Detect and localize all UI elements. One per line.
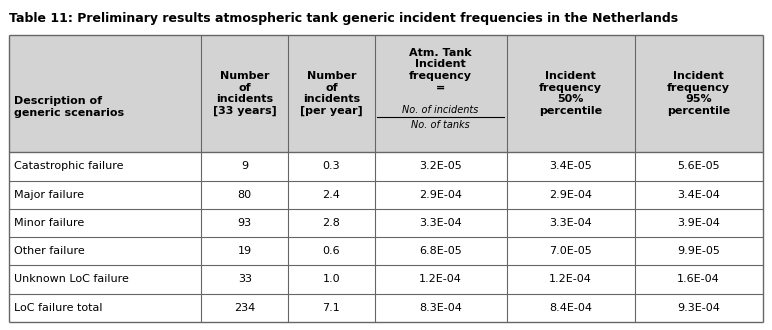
Bar — [9, 265, 763, 293]
Text: 234: 234 — [234, 303, 256, 313]
Text: 6.8E-05: 6.8E-05 — [419, 246, 462, 256]
Text: 3.2E-05: 3.2E-05 — [419, 161, 462, 172]
Bar — [9, 181, 763, 209]
Text: LoC failure total: LoC failure total — [14, 303, 103, 313]
Text: Incident
frequency
50%
percentile: Incident frequency 50% percentile — [539, 71, 602, 116]
Text: Atm. Tank
Incident
frequency
=: Atm. Tank Incident frequency = — [409, 48, 472, 92]
Text: 9.9E-05: 9.9E-05 — [677, 246, 720, 256]
Text: Incident
frequency
95%
percentile: Incident frequency 95% percentile — [667, 71, 730, 116]
Text: Other failure: Other failure — [14, 246, 85, 256]
Bar — [9, 293, 763, 322]
Text: 3.4E-05: 3.4E-05 — [549, 161, 592, 172]
Bar — [9, 35, 763, 152]
Text: 1.6E-04: 1.6E-04 — [677, 275, 720, 284]
Text: 3.3E-04: 3.3E-04 — [549, 218, 592, 228]
Text: 2.4: 2.4 — [323, 190, 340, 200]
Text: 3.3E-04: 3.3E-04 — [419, 218, 462, 228]
Bar — [9, 152, 763, 181]
Text: Major failure: Major failure — [14, 190, 84, 200]
Bar — [9, 237, 763, 265]
Bar — [9, 209, 763, 237]
Text: Description of
generic scenarios: Description of generic scenarios — [14, 96, 124, 117]
Text: Table 11: Preliminary results atmospheric tank generic incident frequencies in t: Table 11: Preliminary results atmospheri… — [9, 12, 679, 24]
Text: 5.6E-05: 5.6E-05 — [677, 161, 720, 172]
Text: 8.4E-04: 8.4E-04 — [549, 303, 592, 313]
Text: 3.9E-04: 3.9E-04 — [677, 218, 720, 228]
Text: 19: 19 — [238, 246, 252, 256]
Text: 8.3E-04: 8.3E-04 — [419, 303, 462, 313]
Text: 9: 9 — [241, 161, 249, 172]
Text: 80: 80 — [238, 190, 252, 200]
Text: 0.6: 0.6 — [323, 246, 340, 256]
Text: 93: 93 — [238, 218, 252, 228]
Text: Minor failure: Minor failure — [14, 218, 84, 228]
Text: 1.2E-04: 1.2E-04 — [549, 275, 592, 284]
Text: 2.9E-04: 2.9E-04 — [419, 190, 462, 200]
Text: 3.4E-04: 3.4E-04 — [677, 190, 720, 200]
Text: 2.9E-04: 2.9E-04 — [549, 190, 592, 200]
Text: 0.3: 0.3 — [323, 161, 340, 172]
Text: Unknown LoC failure: Unknown LoC failure — [14, 275, 129, 284]
Text: 1.2E-04: 1.2E-04 — [419, 275, 462, 284]
Text: Catastrophic failure: Catastrophic failure — [14, 161, 124, 172]
Text: Number
of
incidents
[33 years]: Number of incidents [33 years] — [213, 71, 276, 116]
Text: Number
of
incidents
[per year]: Number of incidents [per year] — [300, 71, 363, 116]
Text: No. of tanks: No. of tanks — [411, 120, 470, 130]
Text: 2.8: 2.8 — [323, 218, 340, 228]
Text: 7.0E-05: 7.0E-05 — [549, 246, 592, 256]
Text: No. of incidents: No. of incidents — [402, 105, 479, 115]
Text: 9.3E-04: 9.3E-04 — [677, 303, 720, 313]
Text: 1.0: 1.0 — [323, 275, 340, 284]
Text: 7.1: 7.1 — [323, 303, 340, 313]
Text: 33: 33 — [238, 275, 252, 284]
